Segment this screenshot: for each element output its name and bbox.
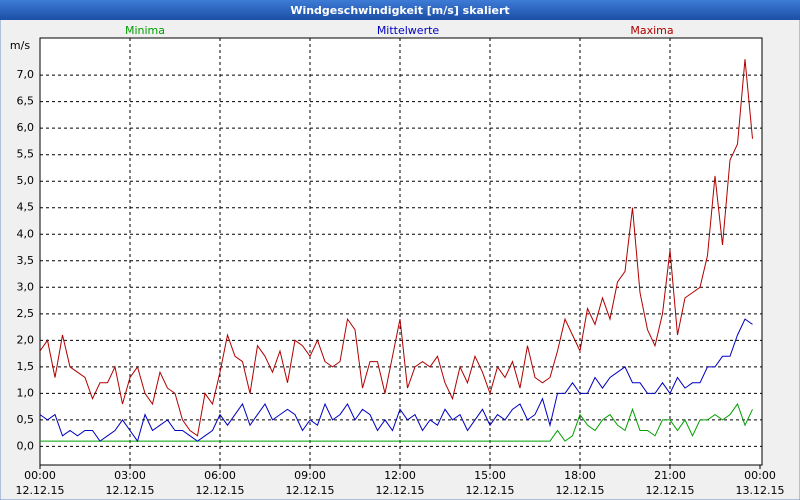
x-tick-date: 12.12.15	[466, 484, 515, 497]
x-tick-label: 00:00	[24, 469, 56, 482]
x-tick-label: 21:00	[654, 469, 686, 482]
y-tick-label: 3,0	[17, 280, 35, 293]
x-tick-date: 12.12.15	[556, 484, 605, 497]
chart-title: Windgeschwindigkeit [m/s] skaliert	[290, 4, 509, 17]
x-tick-label: 00:00	[744, 469, 776, 482]
y-tick-label: 2,5	[17, 307, 35, 320]
x-tick-label: 06:00	[204, 469, 236, 482]
y-tick-label: 3,5	[17, 254, 35, 267]
x-tick-label: 03:00	[114, 469, 146, 482]
y-tick-label: 5,0	[17, 174, 35, 187]
x-tick-label: 15:00	[474, 469, 506, 482]
y-tick-label: 0,0	[17, 439, 35, 452]
y-tick-label: 7,0	[17, 68, 35, 81]
y-tick-label: 5,5	[17, 148, 35, 161]
y-unit: m/s	[10, 39, 30, 52]
x-tick-label: 09:00	[294, 469, 326, 482]
x-tick-date: 12.12.15	[286, 484, 335, 497]
series-line	[39, 318, 753, 443]
legend-label: Minima	[125, 24, 165, 37]
y-tick-label: 1,0	[17, 386, 35, 399]
series-line	[40, 402, 753, 442]
x-tick-date: 12.12.15	[16, 484, 65, 497]
series-line	[39, 59, 753, 437]
x-tick-date: 13.12.15	[736, 484, 785, 497]
y-tick-label: 1,5	[17, 360, 35, 373]
y-tick-label: 4,0	[17, 227, 35, 240]
title-bar	[0, 0, 800, 20]
y-tick-label: 6,5	[17, 95, 35, 108]
x-tick-date: 12.12.15	[106, 484, 155, 497]
y-tick-label: 6,0	[17, 121, 35, 134]
x-tick-date: 12.12.15	[646, 484, 695, 497]
y-tick-label: 0,5	[17, 413, 35, 426]
legend-label: Mittelwerte	[377, 24, 440, 37]
x-tick-label: 18:00	[564, 469, 596, 482]
x-tick-label: 12:00	[384, 469, 416, 482]
x-tick-date: 12.12.15	[376, 484, 425, 497]
x-tick-date: 12.12.15	[196, 484, 245, 497]
y-tick-label: 2,0	[17, 333, 35, 346]
y-tick-label: 4,5	[17, 201, 35, 214]
legend-label: Maxima	[630, 24, 673, 37]
